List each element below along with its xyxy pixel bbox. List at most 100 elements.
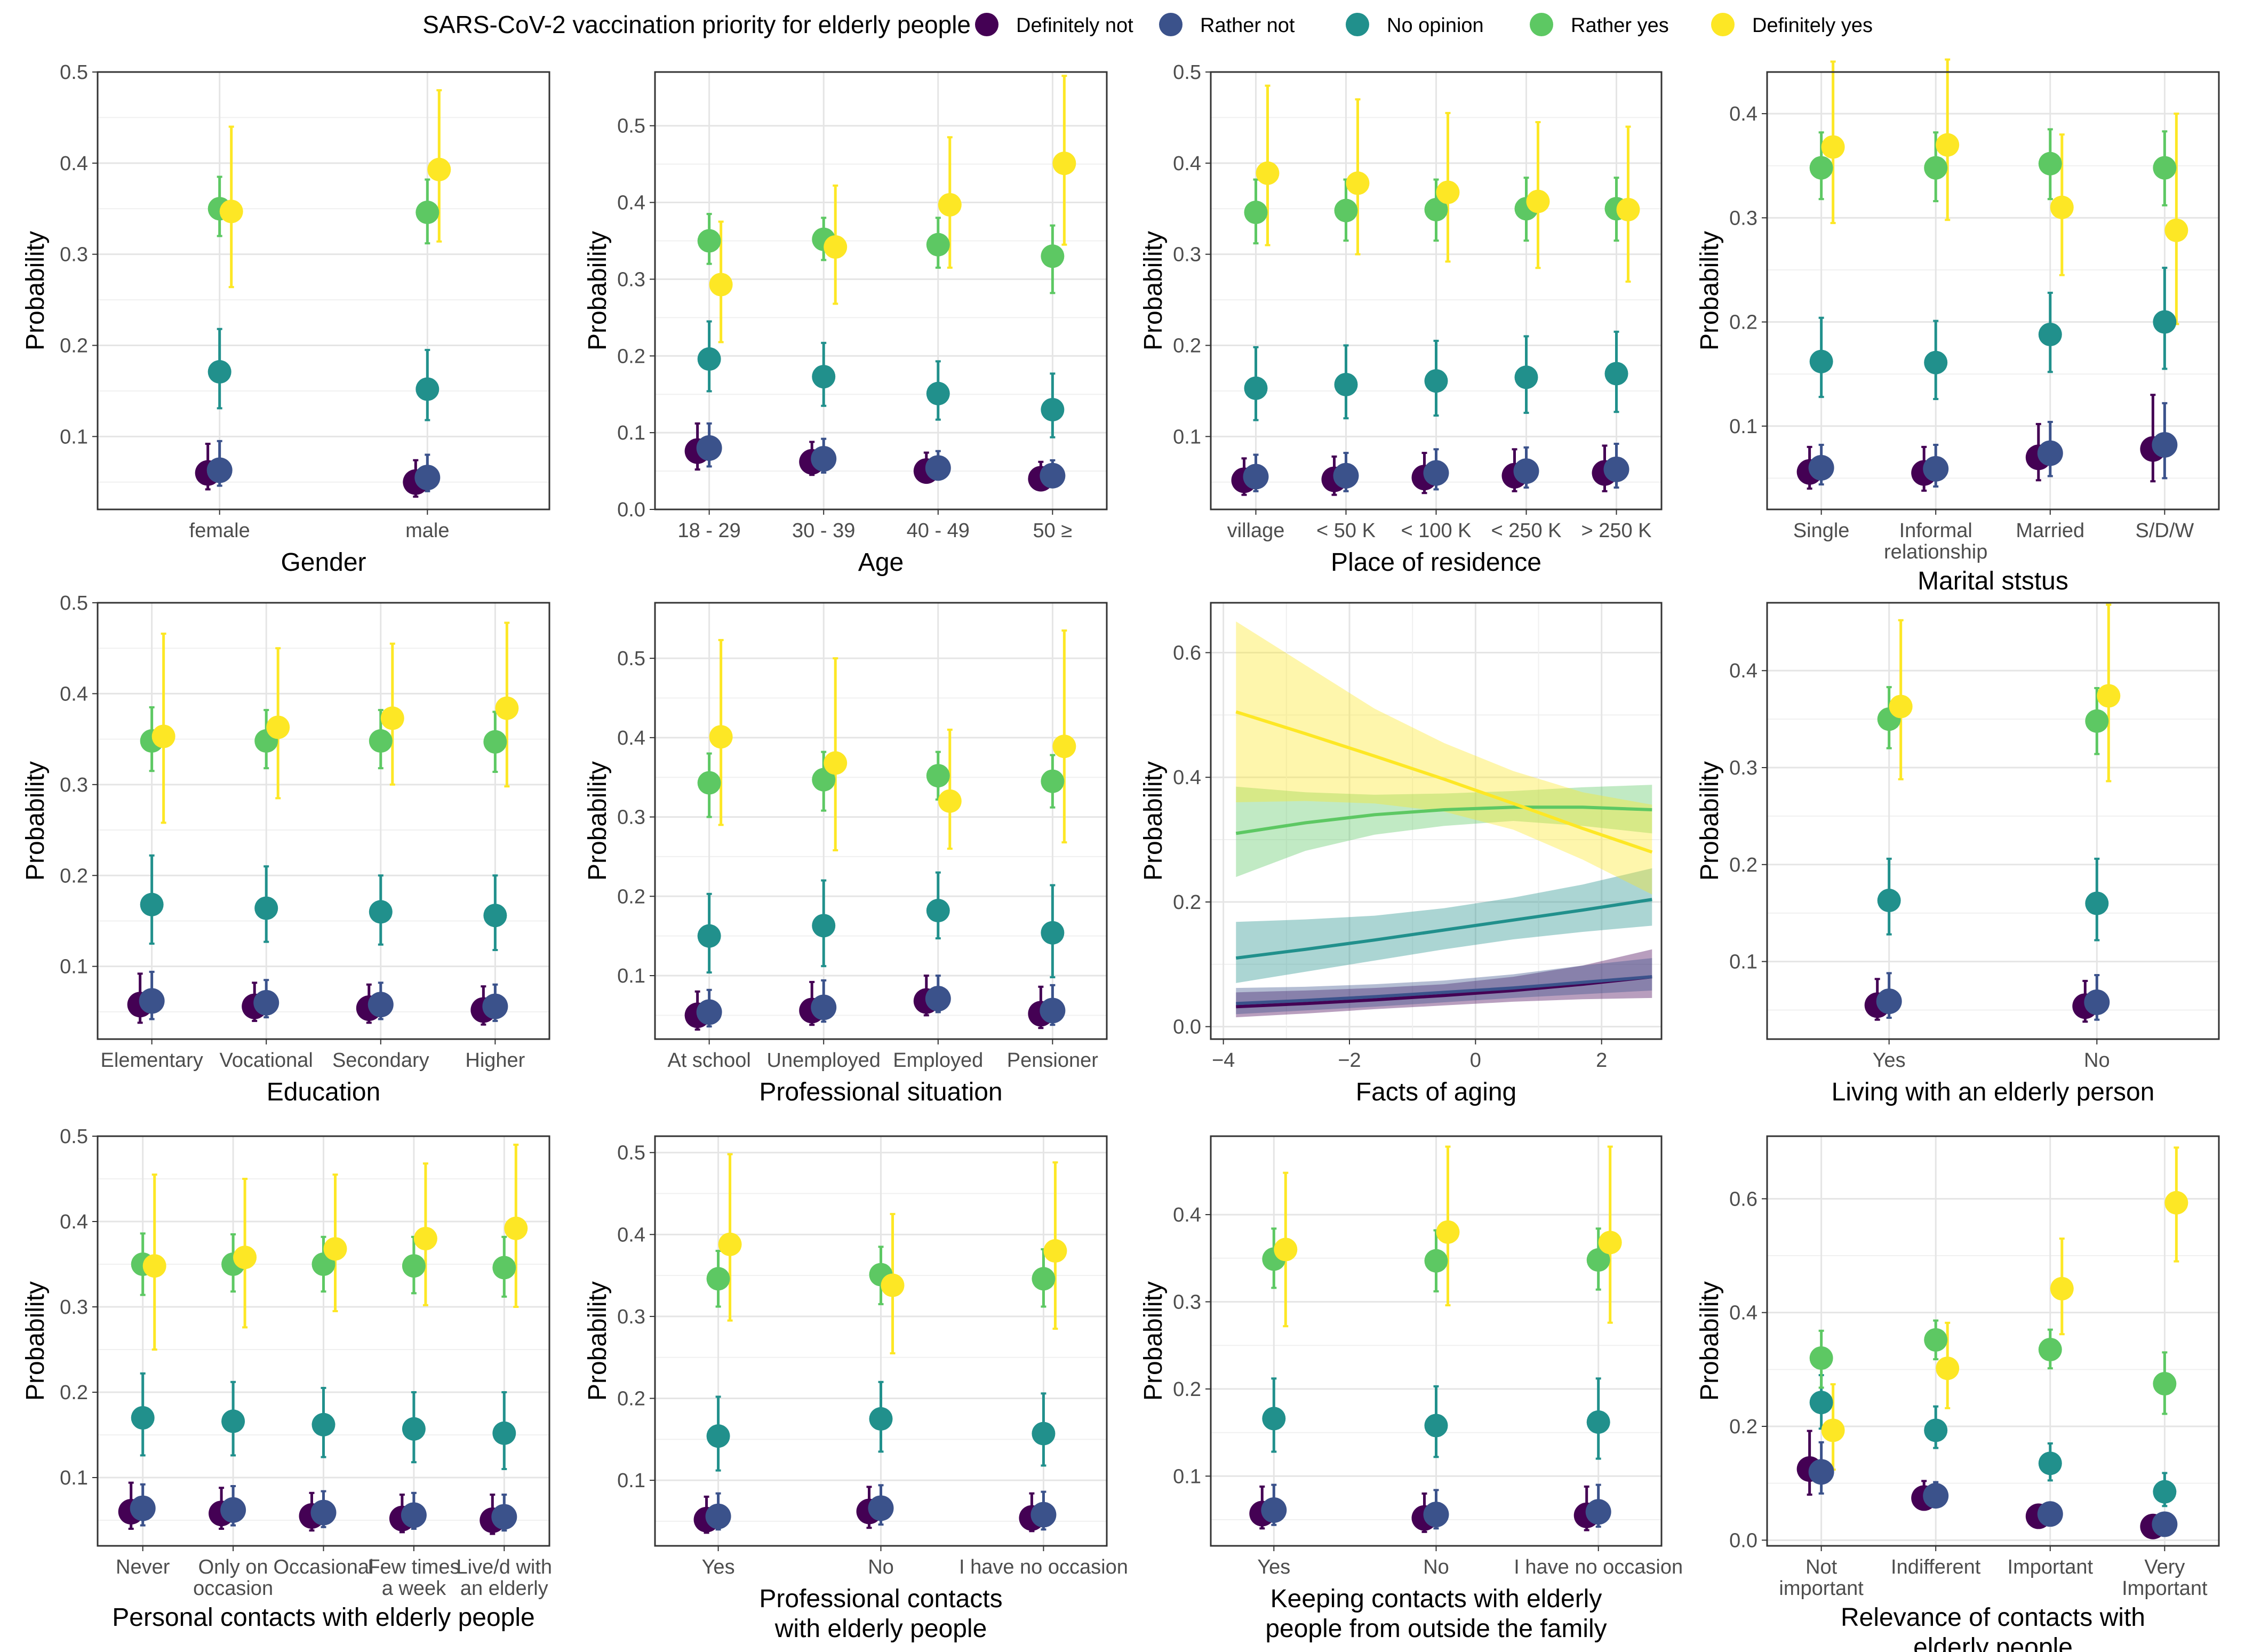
point-2 [2038,323,2062,346]
x-axis-title: Marital ststus [1918,567,2068,595]
x-tick-label: Higher [465,1049,525,1072]
x-tick-label: an elderly [460,1577,548,1600]
point-3 [697,771,721,795]
y-tick-label: 0.0 [1729,1529,1757,1552]
point-2 [402,1417,426,1441]
point-1 [1808,454,1834,481]
y-axis-title: Probability [21,231,50,350]
panel-frame [97,1135,550,1547]
point-2 [2085,891,2109,915]
panel-bg [98,603,549,1039]
x-tick-label: Occasional [274,1556,374,1578]
point-3 [1032,1267,1056,1291]
point-2 [311,1412,335,1436]
point-3 [1424,197,1448,221]
point-4 [1616,197,1640,221]
point-1 [2084,989,2110,1015]
y-tick-label: 0.5 [60,1126,88,1148]
x-tick-label: Employed [893,1049,983,1072]
y-tick-label: 0.2 [1729,854,1757,876]
x-tick-label: 40 - 49 [907,520,970,542]
point-4 [151,724,175,748]
y-tick-label: 0.4 [1729,103,1757,125]
x-axis-title: people from outside the family [1265,1615,1607,1643]
point-1 [811,994,837,1020]
x-tick-label: S/D/W [2135,520,2194,542]
x-tick-label: Very [2144,1556,2185,1578]
x-tick-label: No [1423,1556,1449,1578]
point-1 [868,1495,894,1521]
point-1 [2152,1511,2178,1537]
panel-bg [98,72,549,509]
point-3 [1809,1346,1833,1370]
point-2 [1604,362,1628,386]
x-tick-label: I have no occasion [959,1556,1128,1578]
point-3 [926,764,950,788]
x-tick-label: 50 ≥ [1033,520,1073,542]
band-2 [1236,868,1652,983]
point-2 [483,904,507,928]
y-tick-label: 0.5 [1173,61,1201,84]
point-3 [812,768,836,792]
y-tick-label: 0.4 [617,727,645,749]
point-3 [1924,156,1948,180]
panel-frame [654,602,1108,1040]
x-axis-title: Professional situation [759,1078,1002,1106]
x-tick-label: Informal [1899,520,1972,542]
x-axis-title: Gender [281,548,366,577]
panel-7: 0.1 0.2 0.3 0.4 Yes No Probability Living with … [1696,602,2220,1106]
point-1 [139,988,165,1014]
y-tick-label: 0.4 [60,683,88,705]
point-2 [869,1407,893,1431]
y-tick-label: 0.1 [1173,426,1201,448]
band-4 [1236,621,1652,895]
x-tick-label: Yes [1257,1556,1290,1578]
y-tick-label: 0.2 [60,335,88,357]
legend-key-4 [1711,13,1735,36]
point-4 [824,235,848,259]
point-4 [1526,189,1550,213]
line-3 [1235,805,1652,835]
point-3 [1244,201,1268,225]
panel-bg [655,603,1107,1039]
point-4 [2050,1276,2074,1300]
y-axis-title: Probability [1696,1281,1724,1401]
point-4 [1821,135,1845,159]
y-tick-label: 0.5 [60,61,88,84]
point-2 [1032,1422,1056,1446]
y-tick-label: 0.2 [617,885,645,908]
y-tick-label: 0.5 [617,115,645,138]
legend-label-0: Definitely not [1016,14,1133,37]
point-2 [697,347,721,371]
legend-label-1: Rather not [1200,14,1295,37]
point-3 [2153,1372,2177,1395]
panel-6: 0.0 0.2 0.4 0.6 −4 −2 0 2 Probability Facts of ag… [1139,602,1663,1106]
point-4 [1052,735,1076,759]
panel-0: 0.1 0.2 0.3 0.4 0.5 female male Probability Gend… [21,61,550,577]
panel-5: 0.1 0.2 0.3 0.4 0.5 At school Unemployed Employ… [584,602,1108,1106]
point-1 [925,455,951,481]
point-2 [706,1424,730,1448]
point-2 [416,377,440,401]
point-2 [2153,310,2177,334]
point-4 [1043,1239,1067,1263]
x-tick-label: Only on [198,1556,268,1578]
point-2 [207,360,231,384]
point-4 [1274,1238,1298,1262]
y-tick-label: 0.3 [1729,207,1757,229]
y-tick-label: 0.3 [60,774,88,796]
y-tick-label: 0.2 [1729,1416,1757,1438]
point-2 [1924,350,1948,374]
x-tick-label: Unemployed [767,1049,881,1072]
point-4 [142,1254,166,1278]
x-axis-title: elderly people [1913,1633,2073,1652]
point-1 [1243,464,1269,490]
point-4 [2097,684,2121,708]
y-tick-label: 0.2 [1173,891,1201,914]
point-4 [219,199,243,224]
point-1 [1040,462,1066,489]
point-4 [938,789,962,813]
point-1 [1030,1502,1057,1528]
